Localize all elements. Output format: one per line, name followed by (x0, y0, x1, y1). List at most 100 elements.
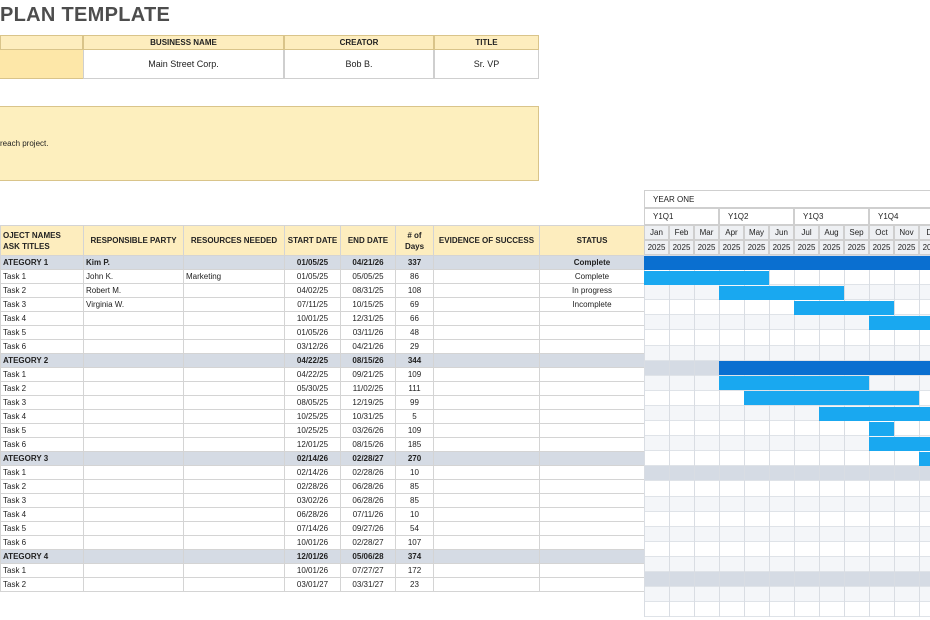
end-date-cell[interactable]: 05/05/25 (340, 269, 396, 284)
responsible-party-cell[interactable] (83, 451, 184, 466)
start-date-cell[interactable]: 08/05/25 (284, 395, 341, 410)
days-cell[interactable]: 29 (395, 339, 434, 354)
responsible-party-cell[interactable] (83, 325, 184, 340)
resources-cell[interactable] (183, 451, 285, 466)
end-date-cell[interactable]: 09/27/26 (340, 521, 396, 536)
resources-cell[interactable] (183, 465, 285, 480)
creator-value[interactable]: Bob B. (284, 50, 434, 79)
start-date-cell[interactable]: 01/05/26 (284, 325, 341, 340)
row-name[interactable]: Task 5 (0, 325, 84, 340)
status-cell[interactable] (539, 479, 645, 494)
start-date-cell[interactable]: 10/25/25 (284, 409, 341, 424)
row-name[interactable]: Task 1 (0, 367, 84, 382)
days-cell[interactable]: 85 (395, 479, 434, 494)
end-date-cell[interactable]: 02/28/27 (340, 535, 396, 550)
end-date-cell[interactable]: 05/06/28 (340, 549, 396, 564)
end-date-cell[interactable]: 03/26/26 (340, 423, 396, 438)
responsible-party-cell[interactable] (83, 311, 184, 326)
task-gantt-bar[interactable] (644, 270, 769, 285)
start-date-cell[interactable]: 04/02/25 (284, 283, 341, 298)
row-name[interactable]: Task 1 (0, 465, 84, 480)
row-name[interactable]: Task 3 (0, 395, 84, 410)
row-name[interactable]: Task 6 (0, 339, 84, 354)
resources-cell[interactable] (183, 549, 285, 564)
status-cell[interactable] (539, 339, 645, 354)
start-date-cell[interactable]: 10/01/26 (284, 563, 341, 578)
status-cell[interactable] (539, 577, 645, 592)
resources-cell[interactable]: Marketing (183, 269, 285, 284)
start-date-cell[interactable]: 01/05/25 (284, 255, 341, 270)
row-name[interactable]: Task 6 (0, 535, 84, 550)
start-date-cell[interactable]: 10/25/25 (284, 423, 341, 438)
start-date-cell[interactable]: 03/02/26 (284, 493, 341, 508)
task-gantt-bar[interactable] (869, 315, 930, 330)
resources-cell[interactable] (183, 535, 285, 550)
evidence-cell[interactable] (433, 353, 540, 368)
status-cell[interactable]: Incomplete (539, 297, 645, 312)
responsible-party-cell[interactable] (83, 465, 184, 480)
info-accent-cell[interactable] (0, 50, 83, 79)
responsible-party-cell[interactable]: Kim P. (83, 255, 184, 270)
start-date-cell[interactable]: 04/22/25 (284, 367, 341, 382)
end-date-cell[interactable]: 07/27/27 (340, 563, 396, 578)
evidence-cell[interactable] (433, 409, 540, 424)
days-cell[interactable]: 374 (395, 549, 434, 564)
end-date-cell[interactable]: 07/11/26 (340, 507, 396, 522)
days-cell[interactable]: 54 (395, 521, 434, 536)
resources-cell[interactable] (183, 577, 285, 592)
end-date-cell[interactable]: 02/28/26 (340, 465, 396, 480)
row-name[interactable]: ATEGORY 1 (0, 255, 84, 270)
resources-cell[interactable] (183, 563, 285, 578)
evidence-cell[interactable] (433, 563, 540, 578)
responsible-party-cell[interactable] (83, 549, 184, 564)
days-cell[interactable]: 107 (395, 535, 434, 550)
task-gantt-bar[interactable] (819, 406, 930, 421)
days-cell[interactable]: 344 (395, 353, 434, 368)
start-date-cell[interactable]: 12/01/25 (284, 437, 341, 452)
evidence-cell[interactable] (433, 269, 540, 284)
evidence-cell[interactable] (433, 423, 540, 438)
resources-cell[interactable] (183, 521, 285, 536)
status-cell[interactable] (539, 563, 645, 578)
row-name[interactable]: ATEGORY 3 (0, 451, 84, 466)
end-date-cell[interactable]: 03/11/26 (340, 325, 396, 340)
responsible-party-cell[interactable] (83, 493, 184, 508)
status-cell[interactable] (539, 409, 645, 424)
responsible-party-cell[interactable] (83, 437, 184, 452)
resources-cell[interactable] (183, 395, 285, 410)
project-description[interactable]: reach project. (0, 106, 539, 181)
evidence-cell[interactable] (433, 493, 540, 508)
status-cell[interactable] (539, 493, 645, 508)
days-cell[interactable]: 270 (395, 451, 434, 466)
task-gantt-bar[interactable] (794, 300, 894, 315)
days-cell[interactable]: 10 (395, 507, 434, 522)
evidence-cell[interactable] (433, 479, 540, 494)
responsible-party-cell[interactable] (83, 353, 184, 368)
responsible-party-cell[interactable]: Virginia W. (83, 297, 184, 312)
end-date-cell[interactable]: 08/15/26 (340, 353, 396, 368)
evidence-cell[interactable] (433, 339, 540, 354)
row-name[interactable]: Task 2 (0, 381, 84, 396)
days-cell[interactable]: 10 (395, 465, 434, 480)
evidence-cell[interactable] (433, 367, 540, 382)
days-cell[interactable]: 109 (395, 367, 434, 382)
end-date-cell[interactable]: 12/31/25 (340, 311, 396, 326)
resources-cell[interactable] (183, 283, 285, 298)
responsible-party-cell[interactable] (83, 563, 184, 578)
end-date-cell[interactable]: 02/28/27 (340, 451, 396, 466)
start-date-cell[interactable]: 04/22/25 (284, 353, 341, 368)
responsible-party-cell[interactable] (83, 479, 184, 494)
start-date-cell[interactable]: 02/14/26 (284, 465, 341, 480)
end-date-cell[interactable]: 10/31/25 (340, 409, 396, 424)
resources-cell[interactable] (183, 297, 285, 312)
start-date-cell[interactable]: 02/28/26 (284, 479, 341, 494)
responsible-party-cell[interactable] (83, 409, 184, 424)
status-cell[interactable] (539, 507, 645, 522)
row-name[interactable]: Task 4 (0, 507, 84, 522)
evidence-cell[interactable] (433, 381, 540, 396)
evidence-cell[interactable] (433, 521, 540, 536)
days-cell[interactable]: 66 (395, 311, 434, 326)
resources-cell[interactable] (183, 493, 285, 508)
days-cell[interactable]: 85 (395, 493, 434, 508)
days-cell[interactable]: 337 (395, 255, 434, 270)
